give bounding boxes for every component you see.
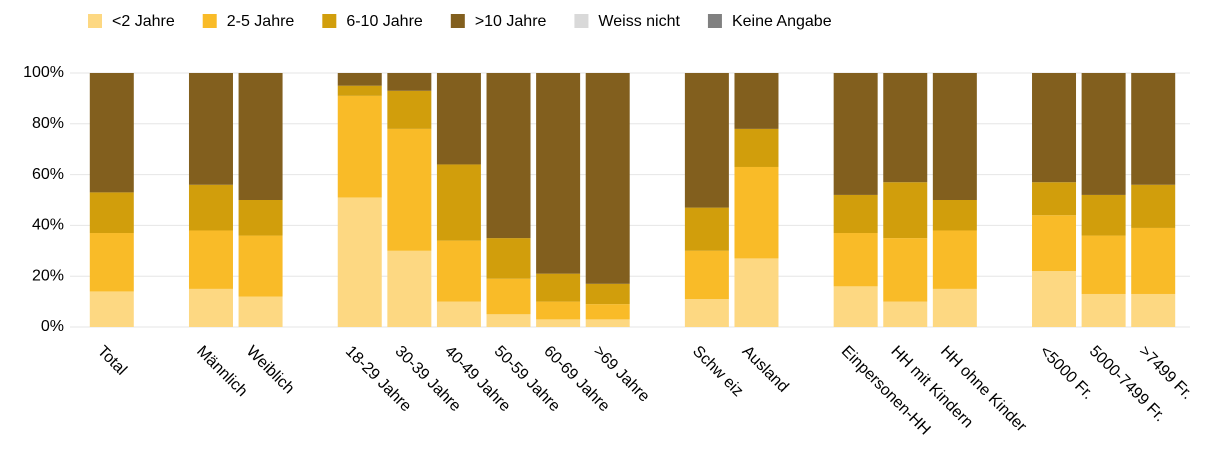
- bar-segment: [188, 73, 233, 185]
- bar-segment: [536, 273, 581, 302]
- bar-segment: [734, 128, 779, 167]
- bar-segment: [1032, 271, 1077, 327]
- bar-segment: [536, 319, 581, 327]
- x-tick-label: <5000 Fr.: [1036, 343, 1096, 403]
- bar-segment: [684, 73, 729, 208]
- bar-segment: [932, 200, 977, 231]
- bar-segment: [734, 73, 779, 129]
- bar-segment: [932, 73, 977, 200]
- legend-swatch: [450, 14, 465, 28]
- y-tick-label: 0%: [41, 318, 64, 335]
- bar-segment: [585, 283, 630, 305]
- bar-segment: [932, 230, 977, 289]
- bar-segment: [238, 296, 283, 327]
- bar-segment: [1032, 215, 1077, 272]
- x-tick-label: Einpersonen-HH: [838, 343, 934, 439]
- bar-segment: [238, 73, 283, 200]
- bar-segment: [684, 299, 729, 327]
- bar-segment: [89, 291, 134, 327]
- bar-segment: [436, 240, 481, 302]
- bar-segment: [883, 182, 928, 239]
- y-tick-label: 100%: [23, 64, 64, 81]
- bar-segment: [436, 301, 481, 327]
- bar-segment: [387, 128, 432, 251]
- x-tick-label: Männlich: [193, 343, 250, 400]
- legend-swatch: [574, 14, 589, 28]
- bar-segment: [585, 73, 630, 284]
- bar-segment: [486, 278, 531, 315]
- bar-segment: [883, 238, 928, 302]
- bar-segment: [486, 73, 531, 239]
- bar-segment: [89, 73, 134, 193]
- legend-swatch: [202, 14, 217, 28]
- bar-segment: [1032, 73, 1077, 183]
- bar-segment: [188, 230, 233, 289]
- x-tick-label: Total: [94, 343, 130, 379]
- bar-segment: [536, 73, 581, 274]
- x-tick-label: HH ohne Kinder: [937, 343, 1030, 436]
- bar-segment: [1081, 73, 1126, 195]
- bar-segment: [1081, 293, 1126, 327]
- bar-segment: [188, 288, 233, 327]
- legend-swatch: [322, 14, 337, 28]
- bar-segment: [883, 73, 928, 183]
- bar-segment: [833, 73, 878, 195]
- bar-segment: [238, 200, 283, 236]
- bar-segment: [585, 319, 630, 327]
- bar-segment: [188, 184, 233, 231]
- bar-segment: [536, 301, 581, 320]
- bar-segment: [387, 90, 432, 129]
- bar-segment: [1131, 227, 1176, 294]
- legend-label: 2-5 Jahre: [227, 13, 295, 30]
- bar-segment: [833, 286, 878, 327]
- bar-segment: [1131, 184, 1176, 228]
- bar-segment: [1081, 194, 1126, 236]
- bar-segment: [684, 250, 729, 300]
- x-tick-label: Weiblich: [243, 343, 298, 398]
- bar-segment: [486, 238, 531, 279]
- legend-label: <2 Jahre: [112, 13, 175, 30]
- bar-segment: [585, 304, 630, 320]
- y-tick-label: 60%: [32, 166, 64, 183]
- legend-swatch: [707, 14, 722, 28]
- legend-label: Weiss nicht: [598, 13, 680, 30]
- bar-segment: [238, 235, 283, 297]
- x-tick-label: Schw eiz: [689, 343, 746, 400]
- bar-segment: [436, 164, 481, 241]
- y-tick-label: 80%: [32, 115, 64, 132]
- bar-segment: [337, 95, 382, 198]
- bar-segment: [734, 258, 779, 327]
- legend-label: >10 Jahre: [475, 13, 547, 30]
- bar-segment: [734, 166, 779, 259]
- bar-segment: [89, 192, 134, 234]
- bar-segment: [1032, 182, 1077, 216]
- bar-segment: [89, 233, 134, 292]
- bar-segment: [1081, 235, 1126, 294]
- legend-label: 6-10 Jahre: [346, 13, 423, 30]
- bar-segment: [337, 73, 382, 86]
- legend-swatch: [88, 14, 102, 28]
- bar-segment: [833, 233, 878, 287]
- legend-label: Keine Angabe: [732, 13, 832, 30]
- bar-segment: [436, 73, 481, 165]
- bar-segment: [684, 207, 729, 251]
- y-tick-label: 40%: [32, 217, 64, 234]
- bar-segment: [833, 194, 878, 234]
- bar-segment: [932, 288, 977, 327]
- bar-segment: [387, 250, 432, 327]
- bar-segment: [486, 314, 531, 327]
- bar-segment: [337, 85, 382, 96]
- bar-segment: [337, 197, 382, 327]
- bar-segment: [883, 301, 928, 327]
- bar-segment: [1131, 293, 1176, 327]
- bar-segment: [1131, 73, 1176, 185]
- y-tick-label: 20%: [32, 267, 64, 284]
- bar-segment: [387, 73, 432, 91]
